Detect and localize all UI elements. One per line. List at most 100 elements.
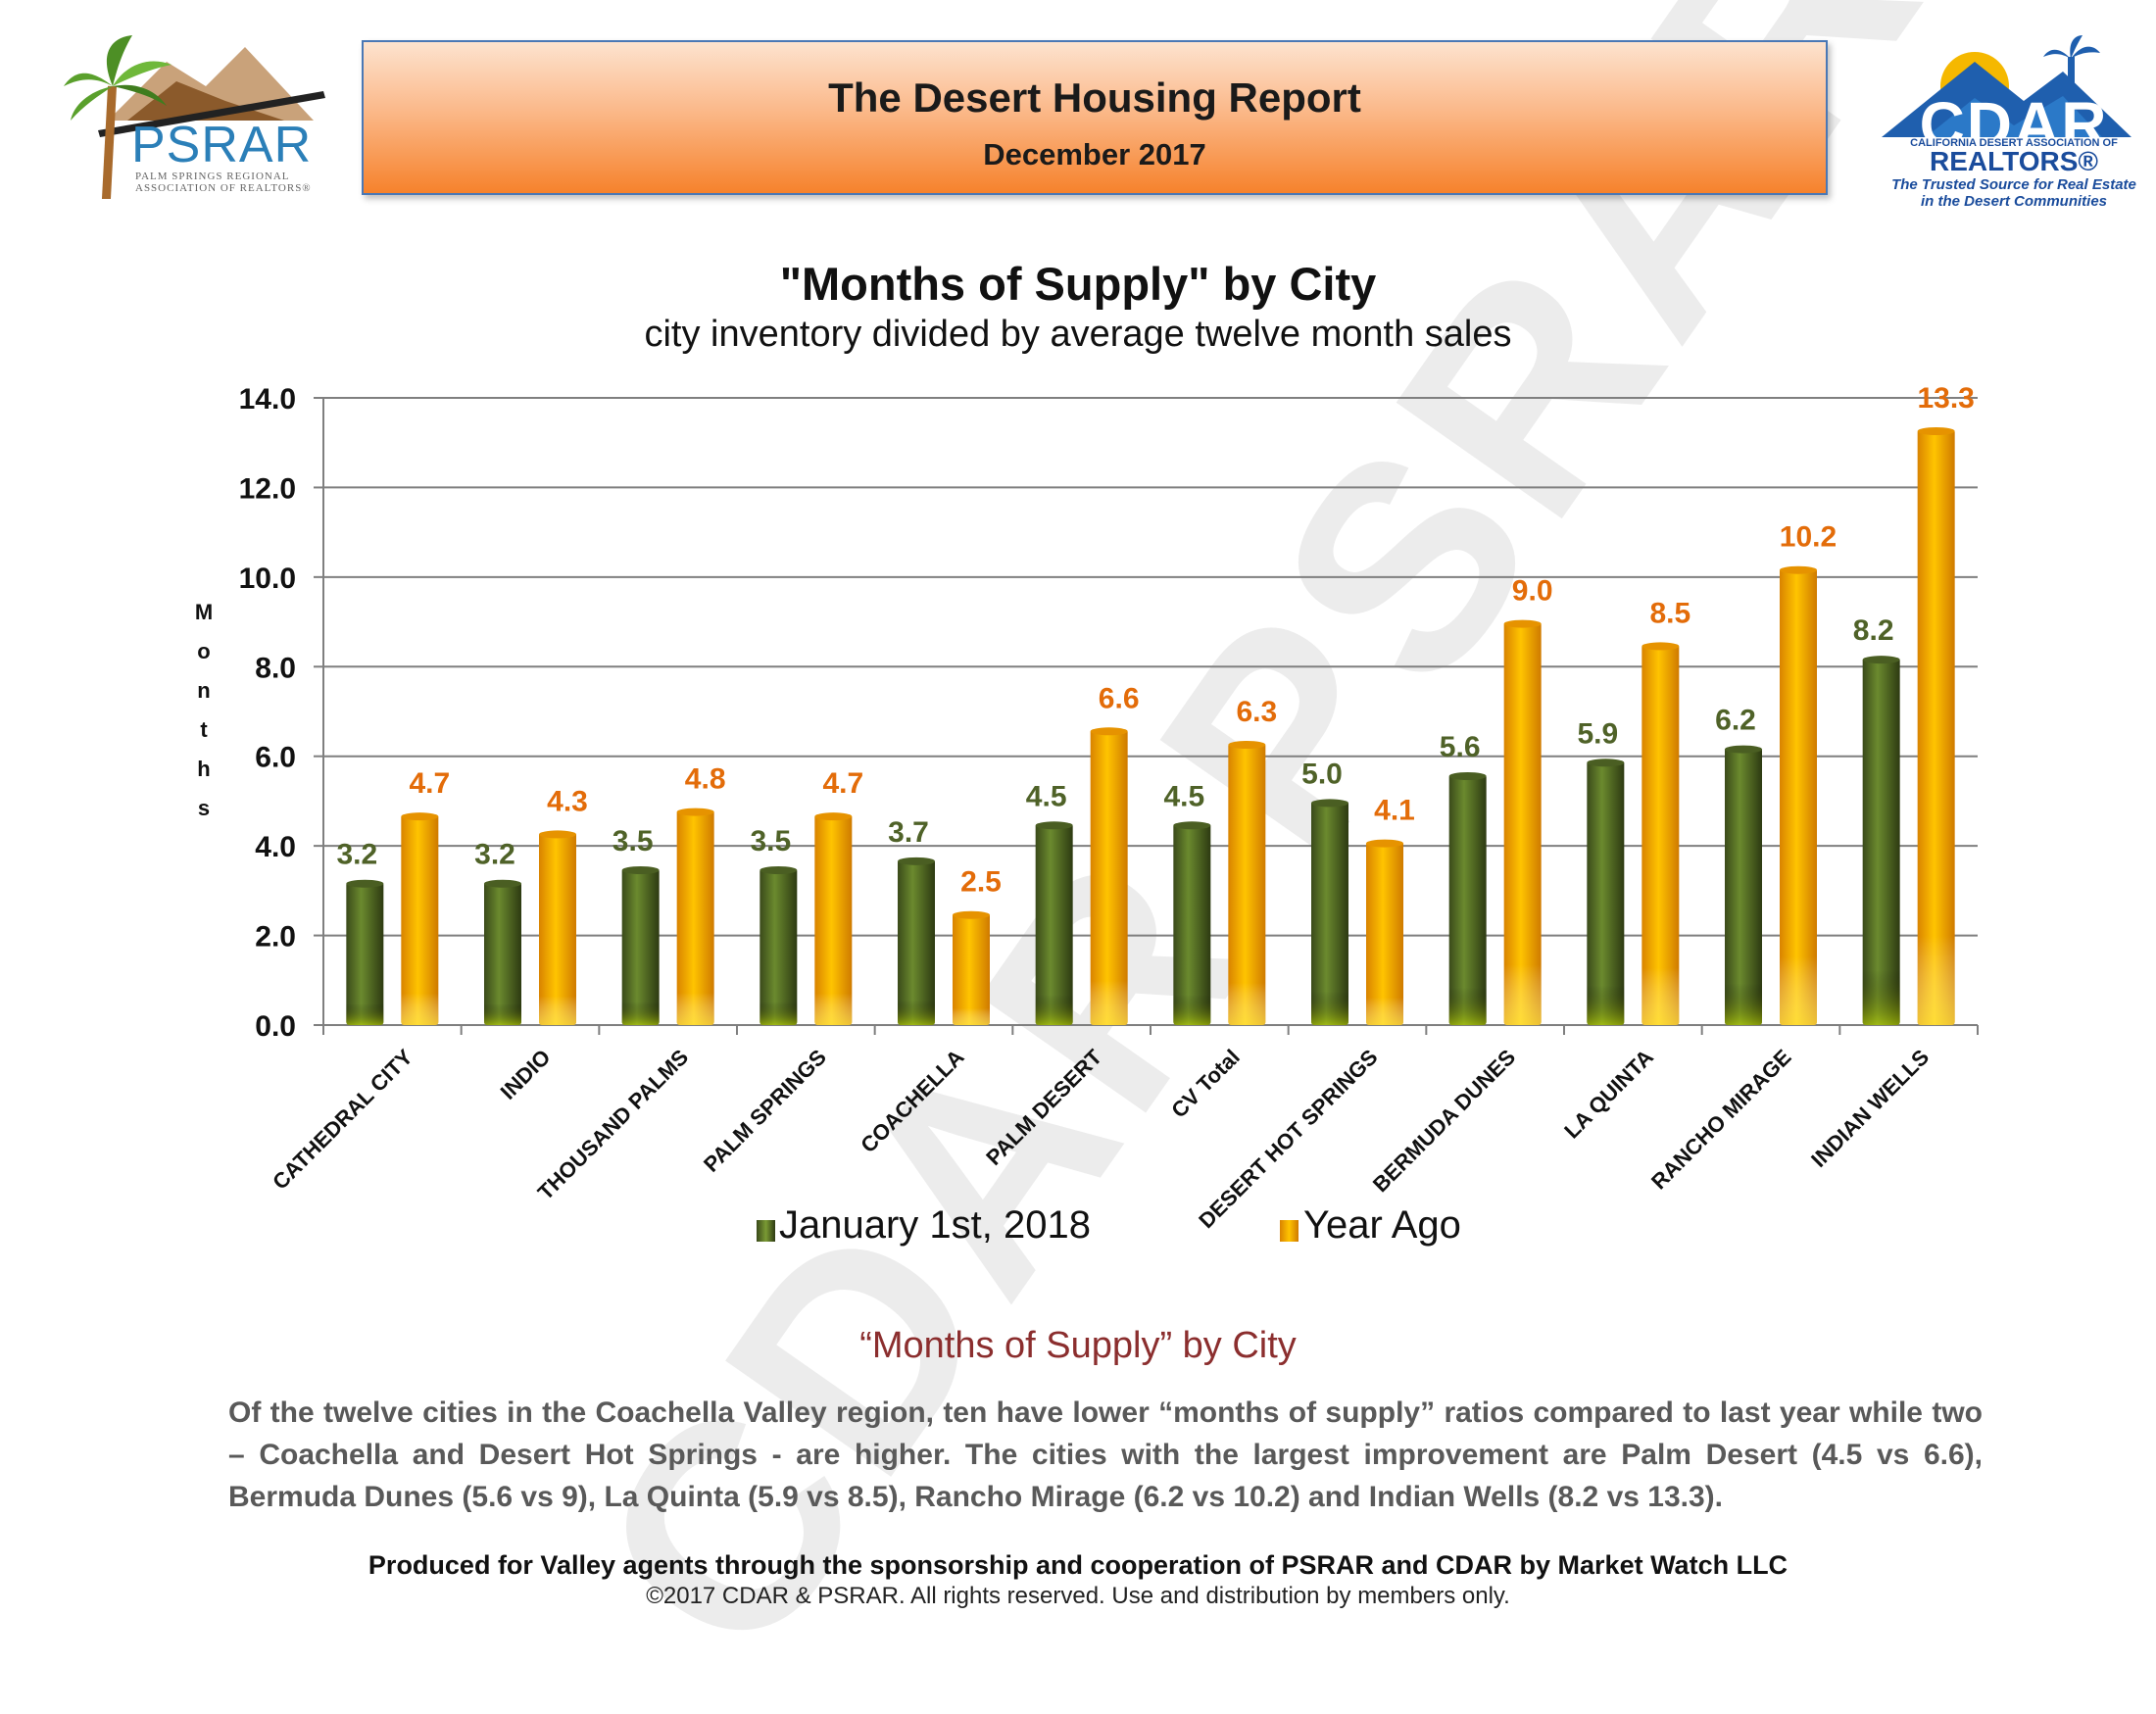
- bar-year-ago-glow: [1642, 644, 1680, 1025]
- bar-year-ago-cap: [814, 812, 853, 821]
- bar-january-2018-cap: [1862, 656, 1900, 664]
- x-category-label: RANCHO MIRAGE: [1646, 1045, 1796, 1195]
- bar-january-2018-glow: [898, 858, 935, 1025]
- legend-swatch-january-2018: [757, 1220, 775, 1242]
- data-label-january-2018: 3.5: [750, 825, 791, 857]
- bar-year-ago-glow: [1503, 621, 1542, 1025]
- y-axis-label-letter: M: [194, 600, 214, 624]
- data-label-year-ago: 8.5: [1649, 597, 1690, 629]
- bar-january-2018-glow: [1173, 823, 1211, 1025]
- legend-label-january-2018: January 1st, 2018: [779, 1203, 1091, 1247]
- bar-year-ago-cap: [1090, 727, 1128, 736]
- bar-january-2018-cap: [1173, 821, 1211, 830]
- y-axis-label-letter: t: [200, 717, 208, 742]
- bar-year-ago-cap: [1503, 619, 1542, 628]
- cdar-logo: [1867, 27, 2156, 145]
- header-banner: [362, 40, 1828, 195]
- cdar-logo-graphic: [1882, 35, 2132, 137]
- bar-year-ago-cap: [1642, 642, 1680, 651]
- legend-label-year-ago: Year Ago: [1303, 1203, 1461, 1247]
- x-category-label: PALM SPRINGS: [699, 1045, 831, 1177]
- y-tick-label: 6.0: [255, 742, 296, 774]
- y-tick-label: 0.0: [255, 1010, 296, 1043]
- bar-january-2018-cap: [1448, 772, 1487, 780]
- bar-january-2018-glow: [1725, 747, 1762, 1025]
- y-tick-label: 10.0: [239, 563, 296, 595]
- bar-year-ago-cap: [676, 808, 714, 816]
- bar-year-ago: [1503, 619, 1542, 1025]
- data-label-year-ago: 6.6: [1099, 682, 1140, 714]
- bar-january-2018: [621, 866, 660, 1025]
- bar-january-2018-glow: [1311, 801, 1348, 1025]
- bar-january-2018-cap: [898, 857, 935, 865]
- y-tick-label: 14.0: [239, 383, 296, 416]
- bar-january-2018-cap: [346, 879, 384, 888]
- cdar-logo-realtors: REALTORS®: [1929, 146, 2099, 176]
- data-label-january-2018: 5.9: [1577, 717, 1618, 750]
- chart-title: "Months of Supply" by City: [779, 258, 1377, 310]
- bar-january-2018: [1862, 656, 1900, 1025]
- data-label-year-ago: 10.2: [1780, 521, 1837, 554]
- data-label-january-2018: 4.5: [1026, 780, 1067, 812]
- bar-year-ago-glow: [1090, 729, 1128, 1025]
- data-label-year-ago: 2.5: [960, 866, 1002, 899]
- bar-january-2018: [484, 879, 521, 1025]
- bar-year-ago-glow: [676, 809, 714, 1025]
- bar-year-ago-cap: [1917, 427, 1955, 435]
- bar-year-ago-glow: [1917, 429, 1955, 1025]
- data-label-year-ago: 9.0: [1512, 575, 1553, 608]
- data-label-january-2018: 4.5: [1163, 780, 1204, 812]
- legend-swatch-year-ago: [1280, 1220, 1298, 1242]
- cdar-tagline-1: The Trusted Source for Real Estate: [1891, 176, 2136, 193]
- data-label-year-ago: 4.1: [1374, 795, 1415, 827]
- x-category-label: THOUSAND PALMS: [533, 1045, 693, 1204]
- data-label-january-2018: 3.7: [888, 816, 929, 849]
- y-tick-label: 4.0: [255, 831, 296, 863]
- bar-january-2018-glow: [1035, 823, 1073, 1025]
- bar-january-2018: [1448, 772, 1487, 1025]
- y-axis-label-letter: s: [197, 796, 211, 820]
- bar-year-ago: [676, 808, 714, 1025]
- bar-year-ago-glow: [539, 832, 576, 1025]
- bar-january-2018-cap: [621, 866, 660, 874]
- bar-january-2018-cap: [1311, 799, 1348, 808]
- y-axis-label-letter: o: [197, 639, 211, 663]
- bar-year-ago-cap: [1228, 741, 1266, 749]
- data-label-year-ago: 4.8: [685, 763, 726, 796]
- psrar-logo-line1: PALM SPRINGS REGIONAL: [135, 171, 290, 182]
- bar-year-ago-glow: [953, 912, 990, 1025]
- months-of-supply-chart: 0.0 2.0 4.0 6.0 8.0 10.0 12.0 14.0 3.2 4.7 3.2 4.3…: [239, 382, 1979, 1233]
- produced-by-note: Produced for Valley agents through the s…: [368, 1550, 1788, 1580]
- data-label-january-2018: 3.2: [474, 839, 515, 871]
- data-label-january-2018: 3.2: [336, 839, 377, 871]
- chart-subtitle: city inventory divided by average twelve…: [644, 314, 1512, 355]
- bar-january-2018-cap: [484, 879, 521, 888]
- data-label-year-ago: 4.3: [547, 785, 588, 817]
- bar-year-ago-glow: [814, 814, 853, 1025]
- x-category-label: COACHELLA: [856, 1045, 968, 1157]
- cdar-logo-text: CDAR: [1919, 89, 2109, 160]
- bar-year-ago: [814, 812, 853, 1025]
- y-axis-label-letter: n: [197, 678, 211, 703]
- bar-january-2018: [346, 879, 384, 1025]
- bar-year-ago-glow: [1366, 841, 1403, 1025]
- bar-january-2018: [898, 857, 935, 1025]
- x-category-label: INDIO: [496, 1045, 556, 1104]
- bar-january-2018-glow: [1862, 658, 1900, 1025]
- bar-year-ago: [1780, 565, 1817, 1025]
- bar-year-ago-cap: [539, 830, 576, 839]
- analysis-paragraph: Of the twelve cities in the Coachella Va…: [228, 1396, 1983, 1513]
- data-label-year-ago: 4.7: [822, 767, 863, 800]
- data-label-january-2018: 5.0: [1301, 758, 1343, 790]
- analysis-title: “Months of Supply” by City: [859, 1325, 1297, 1366]
- x-category-label: CATHEDRAL CITY: [268, 1045, 417, 1195]
- bar-january-2018-cap: [1725, 745, 1762, 754]
- bar-january-2018-glow: [346, 881, 384, 1025]
- bar-year-ago: [1366, 839, 1403, 1025]
- bar-year-ago-cap: [953, 910, 990, 919]
- report-title: The Desert Housing Report: [828, 74, 1361, 121]
- bar-january-2018-glow: [621, 868, 660, 1025]
- bar-january-2018: [1725, 745, 1762, 1025]
- psrar-logo: [59, 27, 333, 215]
- psrar-logo-graphic: [64, 35, 325, 215]
